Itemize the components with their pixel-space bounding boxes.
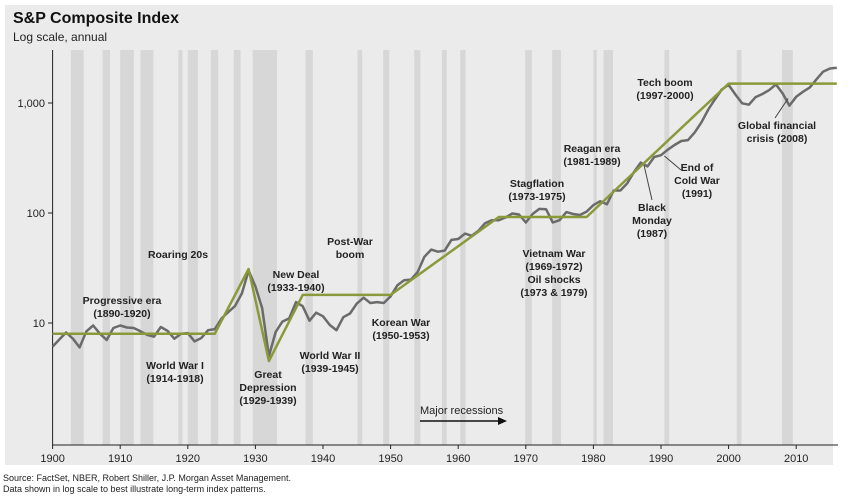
recession-band [383, 50, 390, 445]
recession-band [664, 50, 670, 445]
annotation-line: (1929-1939) [239, 395, 296, 407]
annotation: Progressive era (1890-1920) [83, 295, 162, 320]
annotation-line: (1969-1972) [525, 261, 582, 273]
annotation-line: Great [254, 369, 282, 381]
x-tick-label: 1920 [176, 453, 200, 465]
annotation: Black Monday (1987) [632, 202, 672, 240]
recession-band [603, 50, 614, 445]
recession-band [102, 50, 111, 445]
annotation-line: Stagflation [510, 178, 564, 190]
x-tick-label: 2010 [784, 453, 808, 465]
x-tick-label: 1970 [514, 453, 538, 465]
recession-band [252, 50, 278, 445]
annotation: World War II (1939-1945) [300, 350, 361, 375]
recession-band [70, 50, 84, 445]
recession-band [305, 50, 313, 445]
recession-band [140, 50, 154, 445]
annotation: Reagan era (1981-1989) [563, 143, 620, 168]
recession-band [210, 50, 219, 445]
annotation-line: Cold War [674, 175, 720, 187]
x-tick-label: 1950 [378, 453, 402, 465]
x-tick-label: 2000 [716, 453, 740, 465]
leader-line [643, 165, 653, 201]
annotation: Vietnam War (1969-1972) Oil shocks (1973 & … [520, 248, 587, 299]
recession-legend: Major recessions [420, 405, 507, 425]
recession-legend-label: Major recessions [420, 405, 504, 417]
source-note: Source: FactSet, NBER, Robert Shiller, J… [3, 473, 291, 495]
annotation-line: Monday [632, 215, 672, 227]
annotation-line: (1987) [637, 228, 667, 240]
annotation-line: (1914-1918) [146, 373, 203, 385]
x-tick-label: 1910 [108, 453, 132, 465]
annotation: Stagflation (1973-1975) [508, 178, 565, 203]
annotation-line: World War II [300, 350, 361, 362]
annotation-line: Tech boom [637, 77, 692, 89]
recession-band [441, 50, 447, 445]
annotation-line: Reagan era [564, 143, 621, 155]
annotation: Global financial crisis (2008) [738, 120, 816, 145]
annotation-line: Black [638, 202, 666, 214]
annotation: Korean War (1950-1953) [372, 317, 431, 342]
recession-band [460, 50, 466, 445]
annotation-line: (1939-1945) [301, 363, 358, 375]
annotation-line: Depression [239, 382, 296, 394]
y-tick-label: 10 [33, 318, 45, 330]
recession-band [552, 50, 561, 445]
annotation-line: (1890-1920) [93, 308, 150, 320]
annotation-line: (1933-1940) [267, 282, 324, 294]
y-tick-label: 100 [27, 208, 45, 220]
recession-band [187, 50, 198, 445]
annotation: End of Cold War (1991) [674, 162, 720, 200]
chart-subtitle: Log scale, annual [13, 30, 108, 44]
x-tick-label: 1940 [311, 453, 335, 465]
annotation-line: (1950-1953) [372, 330, 429, 342]
annotation-line: boom [336, 249, 365, 261]
chart-title: S&P Composite Index [13, 10, 179, 27]
leader-line [664, 155, 682, 171]
annotation-line: Roaring 20s [148, 249, 208, 261]
annotation-line: World War I [146, 360, 204, 372]
arrow-icon [498, 417, 507, 425]
annotation: Great Depression (1929-1939) [239, 369, 296, 407]
annotation: Roaring 20s [148, 249, 208, 261]
annotation: World War I (1914-1918) [146, 360, 204, 385]
annotation-line: (1997-2000) [636, 90, 693, 102]
recession-band [120, 50, 134, 445]
annotation: Tech boom (1997-2000) [636, 77, 693, 102]
annotation-line: Post-War [327, 236, 373, 248]
trend-line [52, 82, 837, 363]
annotation-line: crisis (2008) [747, 133, 808, 145]
recession-band [178, 50, 183, 445]
x-tick-label: 1930 [243, 453, 267, 465]
annotation: Post-War boom [327, 236, 373, 261]
x-tick-label: 1900 [40, 453, 64, 465]
recession-band [782, 50, 793, 445]
annotation-line: Korean War [372, 317, 431, 329]
annotation-line: Global financial [738, 120, 816, 132]
x-tick-label: 1980 [581, 453, 605, 465]
recession-band [357, 50, 363, 445]
annotation-line: Progressive era [83, 295, 162, 307]
source-line: Source: FactSet, NBER, Robert Shiller, J… [3, 473, 291, 483]
recession-band [736, 50, 742, 445]
annotation-line: Vietnam War [522, 248, 585, 260]
leader-line [774, 98, 789, 119]
recession-band [525, 50, 532, 445]
annotation-line: (1991) [682, 188, 712, 200]
x-tick-label: 1960 [446, 453, 470, 465]
annotation-line: (1973-1975) [508, 191, 565, 203]
source-line: Data shown in log scale to best illustra… [3, 484, 266, 494]
annotation-line: (1981-1989) [563, 156, 620, 168]
annotation-line: End of [681, 162, 714, 174]
annotation-line: (1973 & 1979) [520, 287, 587, 299]
annotation-line: Oil shocks [527, 274, 580, 286]
y-tick-label: 1,000 [17, 98, 45, 110]
x-tick-label: 1990 [649, 453, 673, 465]
annotation: New Deal (1933-1940) [267, 269, 324, 294]
annotation-line: New Deal [273, 269, 320, 281]
recession-band [233, 50, 241, 445]
recession-band [593, 50, 597, 445]
recession-band [414, 50, 421, 445]
